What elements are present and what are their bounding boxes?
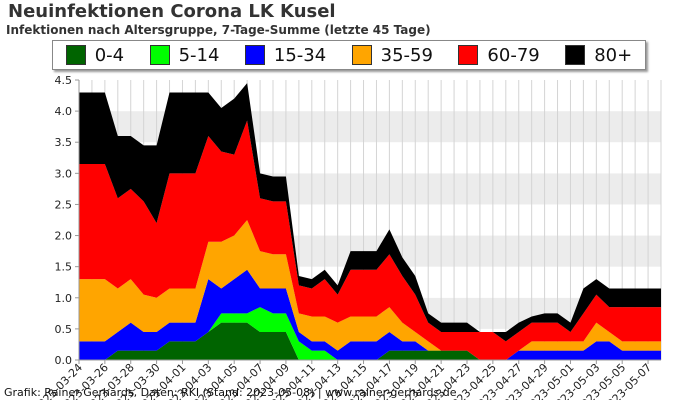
y-tick-label: 2.5 [55, 198, 73, 211]
legend-item-5-14: 5-14 [149, 44, 220, 66]
area-series-5-14 [79, 307, 661, 360]
legend-label: 80+ [594, 44, 633, 66]
area-series-60-79 [79, 120, 661, 360]
legend-swatch [244, 45, 265, 65]
legend-item-80+: 80+ [565, 45, 632, 66]
y-tick-label: 2.0 [55, 230, 73, 243]
y-tick-label: 1.5 [55, 261, 73, 274]
legend-label: 60-79 [487, 44, 540, 66]
legend-swatch [65, 45, 86, 65]
legend-item-35-59: 35-59 [351, 44, 433, 66]
legend-label: 5-14 [178, 44, 220, 66]
legend-label: 0-4 [94, 44, 125, 66]
y-tick-label: 0.5 [55, 323, 73, 336]
area-series-15-34 [79, 269, 661, 360]
area-series-80+ [79, 83, 661, 342]
y-tick-label: 1.0 [55, 292, 73, 305]
footer-credit: Grafik: Rainer Gerhards, Daten: RKI (Sta… [4, 386, 457, 399]
chart-title: Neuinfektionen Corona LK Kusel [8, 1, 336, 22]
y-tick-label: 4.0 [55, 105, 73, 118]
area-series-0-4 [79, 322, 661, 360]
legend-swatch [458, 45, 479, 65]
chart-legend: 0-4 5-14 15-34 35-59 60-79 80+ [52, 40, 646, 70]
legend-item-0-4: 0-4 [65, 44, 125, 66]
y-tick-label: 4.5 [55, 74, 73, 87]
legend-item-15-34: 15-34 [244, 44, 327, 66]
legend-label: 15-34 [273, 44, 327, 66]
y-tick-label: 3.0 [55, 167, 73, 180]
legend-swatch [351, 45, 372, 65]
legend-label: 35-59 [380, 44, 433, 66]
legend-item-60-79: 60-79 [458, 44, 540, 66]
area-series-35-59 [79, 220, 661, 360]
legend-swatch [565, 45, 586, 65]
legend-swatch [149, 45, 170, 65]
y-tick-label: 0.0 [55, 354, 73, 367]
chart-subtitle: Infektionen nach Altersgruppe, 7-Tage-Su… [6, 23, 431, 37]
y-tick-label: 3.5 [55, 136, 73, 149]
